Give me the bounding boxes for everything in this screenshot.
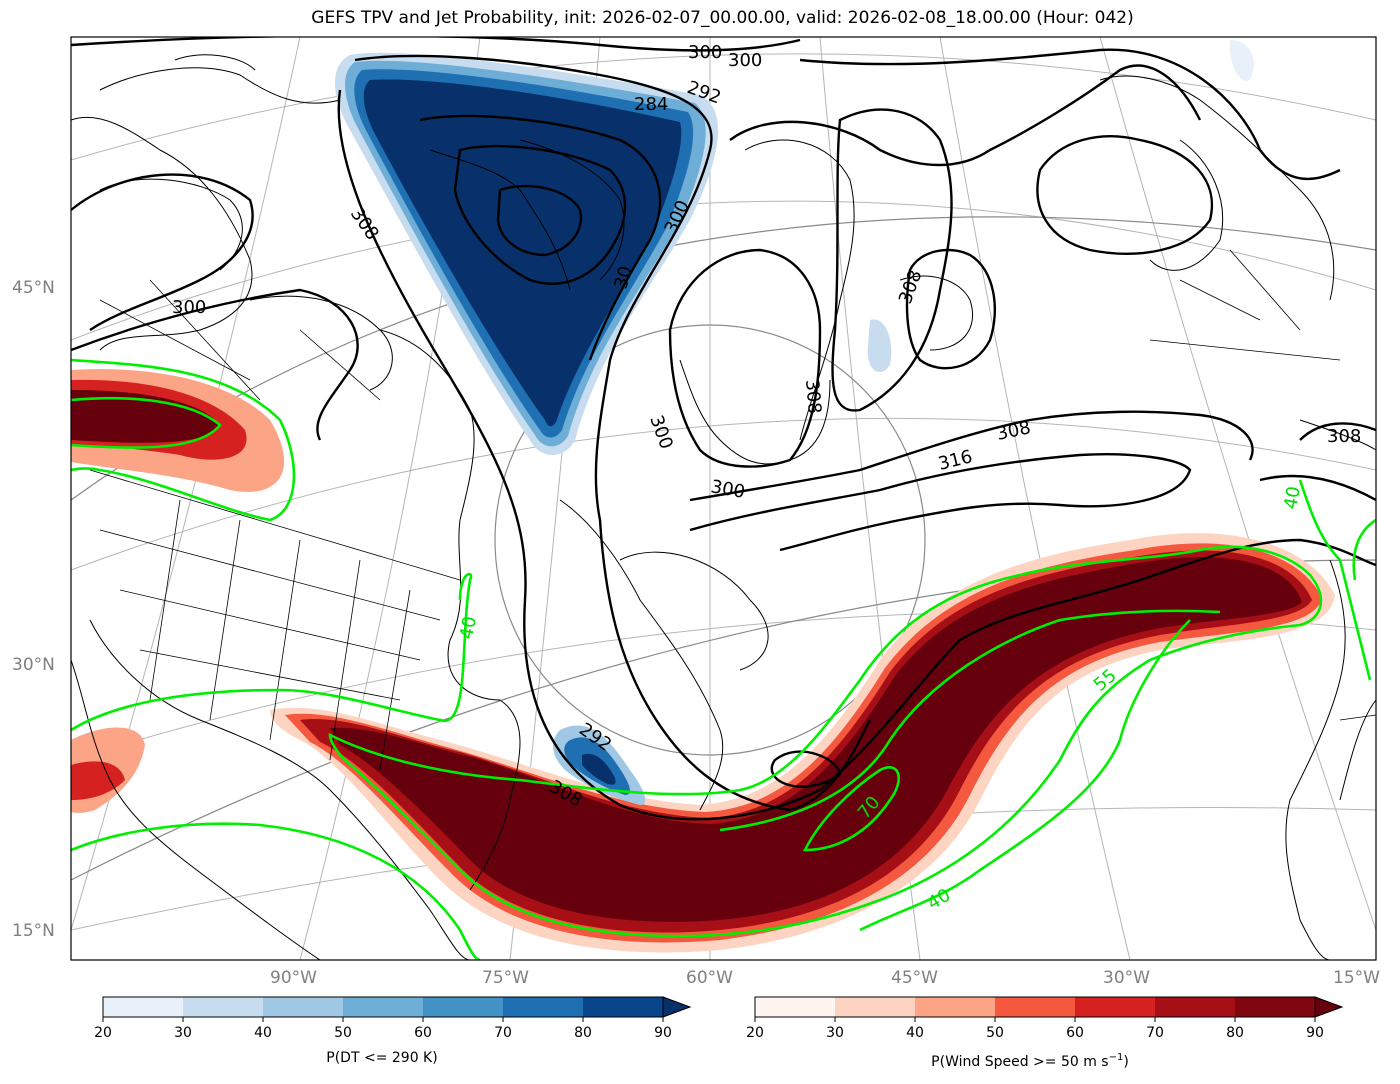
colorbar-dt-frame xyxy=(102,996,664,1018)
colorbar-wind-swatch xyxy=(995,997,1076,1017)
lon-label-15w: 15°W xyxy=(1333,968,1380,988)
lon-label-60w: 60°W xyxy=(686,968,733,988)
jet-contours xyxy=(71,358,1376,960)
colorbar-wind-label: P(Wind Speed >= 50 m s−1) xyxy=(931,1052,1129,1070)
colorbar-wind-swatch xyxy=(755,997,836,1017)
colorbar-wind-swatch xyxy=(1235,997,1316,1017)
jet-label: 40 xyxy=(456,615,481,641)
colorbar-wind-swatch xyxy=(915,997,996,1017)
colorbar-wind-tick-label: 30 xyxy=(826,1025,844,1041)
colorbar-dt-swatch xyxy=(583,997,664,1017)
theta-label: 300 xyxy=(709,476,746,503)
colorbar-dt-tick-label: 20 xyxy=(94,1025,112,1041)
colorbar-wind-swatch xyxy=(1155,997,1236,1017)
theta-label: 308 xyxy=(895,267,926,306)
theta-label: 300 xyxy=(645,413,676,452)
state-borders xyxy=(89,249,1376,771)
colorbar-wind-tick-label: 60 xyxy=(1066,1025,1084,1041)
colorbar-dt-tick-label: 80 xyxy=(574,1025,592,1041)
colorbar-dt: 20 30 40 50 60 70 80 90 xyxy=(94,996,692,1041)
colorbar-dt-swatch xyxy=(183,997,264,1017)
theta-label: 300 xyxy=(172,297,206,318)
jet-label: 40 xyxy=(1280,485,1305,511)
lat-label-15: 15°N xyxy=(12,921,55,941)
colorbar-wind-extend-arrow xyxy=(1314,996,1344,1018)
figure-title: GEFS TPV and Jet Probability, init: 2026… xyxy=(311,8,1134,28)
map-area xyxy=(71,37,1376,960)
colorbar-dt-tick-label: 40 xyxy=(254,1025,272,1041)
colorbar-dt-tick-label: 90 xyxy=(654,1025,672,1041)
colorbar-dt-extend-arrow xyxy=(662,996,692,1018)
lon-labels: 90°W 75°W 60°W 45°W 30°W 15°W xyxy=(270,968,1380,988)
lon-label-90w: 90°W xyxy=(270,968,317,988)
colorbar-dt-tick-label: 60 xyxy=(414,1025,432,1041)
colorbar-wind-swatch xyxy=(835,997,916,1017)
colorbar-dt-swatch xyxy=(343,997,424,1017)
colorbar-dt-swatch xyxy=(503,997,584,1017)
colorbar-wind-tick-label: 40 xyxy=(906,1025,924,1041)
colorbar-dt-swatch xyxy=(263,997,344,1017)
lon-label-45w: 45°W xyxy=(891,968,938,988)
colorbar-wind-tick-label: 80 xyxy=(1226,1025,1244,1041)
colorbar-dt-swatch xyxy=(423,997,504,1017)
colorbar-dt-tick-label: 50 xyxy=(334,1025,352,1041)
theta-label: 300 xyxy=(688,42,722,63)
colorbar-dt-tick-label: 70 xyxy=(494,1025,512,1041)
lat-label-45: 45°N xyxy=(12,278,55,298)
colorbar-wind-tick-label: 90 xyxy=(1306,1025,1324,1041)
theta-label: 308 xyxy=(346,204,383,244)
theta-label: 284 xyxy=(634,94,668,115)
colorbar-dt-swatch xyxy=(103,997,184,1017)
colorbar-dt-label: P(DT <= 290 K) xyxy=(326,1050,437,1066)
theta-label: 308 xyxy=(1327,426,1361,447)
colorbar-wind-tick-label: 50 xyxy=(986,1025,1004,1041)
theta-label: 300 xyxy=(728,50,762,71)
colorbar-wind-swatch xyxy=(1075,997,1156,1017)
lon-label-75w: 75°W xyxy=(482,968,529,988)
lat-labels: 45°N 30°N 15°N xyxy=(12,278,55,941)
colorbar-wind-frame xyxy=(754,996,1316,1018)
colorbar-dt-tick-label: 30 xyxy=(174,1025,192,1041)
jet-probability-fill xyxy=(71,369,1335,953)
colorbar-wind: 20 30 40 50 60 70 80 90 xyxy=(746,996,1344,1041)
map-frame xyxy=(70,36,1377,961)
lat-label-30: 30°N xyxy=(12,655,55,675)
colorbar-wind-tick-label: 70 xyxy=(1146,1025,1164,1041)
theta-label: 308 xyxy=(801,379,825,415)
lon-label-30w: 30°W xyxy=(1103,968,1150,988)
theta-contours xyxy=(71,37,1376,821)
colorbar-wind-tick-label: 20 xyxy=(746,1025,764,1041)
